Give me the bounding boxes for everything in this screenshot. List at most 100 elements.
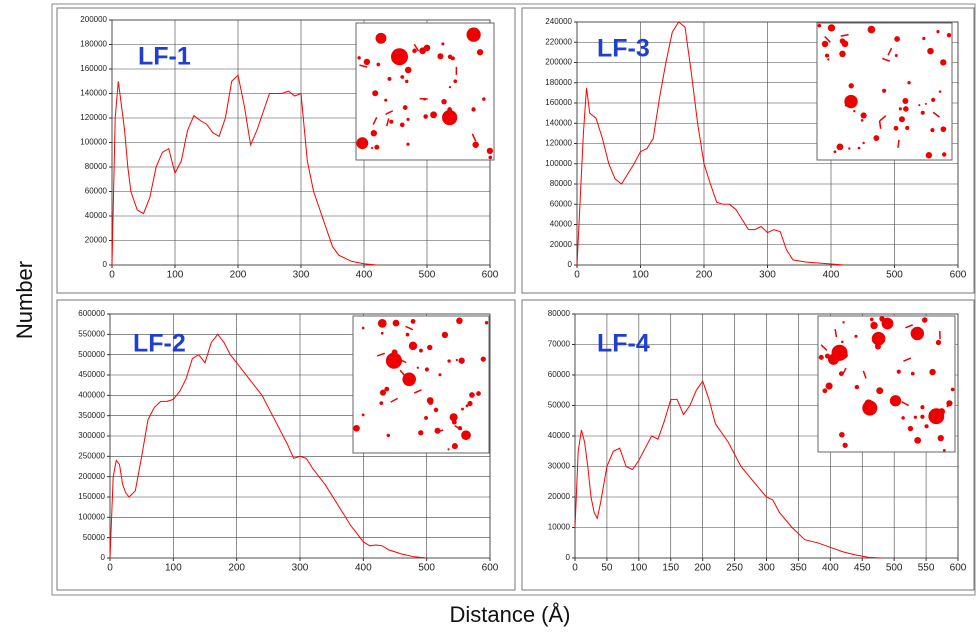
x-tick-label: 300	[759, 270, 776, 281]
inset-particle	[882, 89, 886, 93]
x-tick-label: 400	[355, 563, 372, 574]
inset-particle	[938, 435, 944, 441]
inset-particle	[418, 430, 423, 435]
inset-particle	[947, 33, 951, 37]
inset-particle	[393, 320, 400, 327]
inset-particle	[381, 332, 384, 335]
y-tick-label: 400000	[78, 390, 105, 399]
inset-particle	[822, 388, 827, 393]
inset-particle	[379, 401, 383, 405]
x-tick-label: 600	[950, 270, 967, 281]
inset-particle	[362, 413, 365, 416]
y-tick-label: 60000	[85, 187, 108, 196]
inset-particle	[378, 319, 387, 328]
x-tick-label: 450	[854, 563, 871, 574]
x-tick-label: 400	[823, 270, 840, 281]
y-tick-label: 220000	[545, 37, 572, 46]
inset-particle	[941, 126, 947, 132]
inset-particle	[899, 107, 902, 110]
x-tick-label: 0	[107, 563, 113, 574]
inset-particle	[911, 372, 915, 376]
y-tick-label: 0	[103, 260, 108, 269]
inset-particle	[453, 79, 457, 83]
inset-image	[356, 23, 494, 160]
inset-particle	[456, 318, 463, 325]
inset-particle	[430, 111, 437, 118]
inset-particle	[476, 391, 481, 396]
inset-particle	[384, 99, 387, 102]
x-tick-label: 500	[419, 270, 436, 281]
y-tick-label: 20000	[550, 240, 573, 249]
inset-particle	[894, 126, 899, 131]
inset-particle	[384, 387, 389, 392]
x-tick-label: 100	[167, 270, 184, 281]
y-tick-label: 120000	[545, 139, 572, 148]
inset-particle	[400, 123, 405, 128]
inset-particle	[931, 98, 935, 102]
inset-particle	[359, 140, 366, 147]
inset-particle	[467, 401, 472, 406]
x-tick-label: 0	[109, 270, 115, 281]
y-tick-label: 80000	[550, 179, 573, 188]
inset-image	[817, 23, 952, 160]
inset-particle	[922, 37, 925, 40]
inset-particle	[840, 38, 845, 43]
inset-particle	[853, 110, 855, 112]
inset-particle	[903, 106, 909, 112]
inset-particle	[849, 83, 854, 88]
inset-particle	[364, 59, 370, 65]
x-tick-label: 400	[822, 563, 839, 574]
y-tick-label: 50000	[548, 401, 571, 410]
y-tick-label: 240000	[545, 17, 572, 26]
inset-particle	[822, 41, 828, 47]
inset-particle	[918, 104, 920, 106]
inset-particle	[412, 49, 417, 54]
y-tick-label: 100000	[545, 159, 572, 168]
inset-particle	[911, 327, 924, 340]
inset-particle	[936, 30, 939, 33]
inset-particle	[459, 358, 465, 364]
inset-particle	[447, 359, 450, 362]
x-axis-label: Distance (Å)	[449, 602, 570, 627]
inset-particle	[353, 425, 360, 432]
y-axis-label: Number	[12, 261, 37, 339]
x-tick-label: 500	[886, 563, 903, 574]
inset-particle	[839, 432, 845, 438]
inset-particle	[834, 150, 837, 153]
inset-particle	[841, 341, 844, 344]
x-tick-label: 250	[726, 563, 743, 574]
y-tick-label: 20000	[548, 492, 571, 501]
x-tick-label: 200	[230, 270, 247, 281]
inset-particle	[842, 352, 848, 358]
y-tick-label: 30000	[548, 462, 571, 471]
inset-particle	[939, 90, 942, 93]
inset-particle	[442, 110, 457, 125]
x-tick-label: 100	[630, 563, 647, 574]
y-tick-label: 140000	[80, 89, 107, 98]
x-tick-label: 300	[758, 563, 775, 574]
x-tick-label: 500	[886, 270, 903, 281]
inset-particle	[855, 385, 859, 389]
inset-particle	[929, 369, 935, 375]
inset-particle	[862, 142, 864, 144]
inset-particle	[938, 408, 945, 415]
inset-particle	[926, 152, 932, 158]
inset-particle	[411, 319, 416, 324]
inset-particle	[870, 318, 874, 322]
inset-particle	[419, 47, 426, 54]
inset-particle	[940, 59, 946, 65]
inset-particle	[405, 80, 408, 83]
y-tick-label: 60000	[548, 370, 571, 379]
inset-particle	[905, 126, 909, 130]
inset-particle	[922, 317, 928, 323]
y-tick-label: 200000	[80, 15, 107, 24]
y-tick-label: 20000	[85, 236, 108, 245]
inset-particle	[936, 340, 941, 345]
inset-particle	[427, 345, 432, 350]
y-tick-label: 70000	[548, 340, 571, 349]
y-tick-label: 40000	[548, 431, 571, 440]
y-tick-label: 500000	[78, 350, 105, 359]
inset-particle	[914, 416, 917, 419]
x-tick-label: 200	[228, 563, 245, 574]
inset-particle	[921, 111, 925, 115]
